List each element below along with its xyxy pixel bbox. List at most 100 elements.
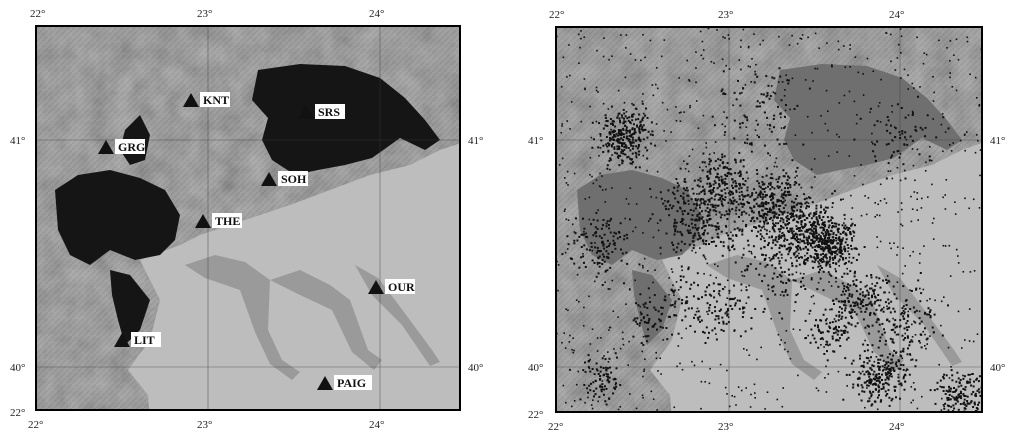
earthquake-dot: [969, 73, 971, 76]
earthquake-dot: [701, 296, 703, 299]
earthquake-dot: [767, 244, 769, 246]
earthquake-dot: [739, 183, 742, 186]
earthquake-dot: [725, 226, 728, 228]
earthquake-dot: [804, 79, 807, 81]
earthquake-dot: [900, 363, 903, 366]
earthquake-dot: [649, 133, 652, 136]
earthquake-dot: [598, 185, 601, 187]
earthquake-dot: [853, 247, 856, 250]
earthquake-dot: [590, 242, 593, 245]
earthquake-dot: [895, 365, 898, 367]
earthquake-dot: [629, 134, 632, 137]
left-left-tick: 22°: [10, 407, 25, 419]
earthquake-dot: [741, 203, 744, 206]
earthquake-dot: [717, 292, 720, 295]
earthquake-dot: [838, 237, 841, 240]
earthquake-dot: [684, 315, 687, 318]
earthquake-dot: [827, 230, 830, 232]
earthquake-dot: [660, 306, 663, 309]
earthquake-dot: [959, 390, 962, 393]
earthquake-dot: [762, 205, 765, 208]
earthquake-dot: [680, 240, 683, 243]
earthquake-dot: [794, 301, 797, 304]
earthquake-dot: [582, 253, 584, 255]
earthquake-dot: [731, 239, 734, 242]
earthquake-dot: [629, 157, 632, 160]
earthquake-dot: [955, 38, 958, 41]
earthquake-dot: [749, 406, 752, 408]
earthquake-dot: [803, 219, 806, 221]
earthquake-dot: [659, 219, 662, 222]
earthquake-dot: [832, 250, 835, 253]
earthquake-dot: [899, 137, 902, 139]
earthquake-dot: [694, 251, 697, 254]
earthquake-dot: [797, 241, 799, 243]
earthquake-dot: [828, 236, 831, 239]
earthquake-dot: [817, 389, 820, 392]
earthquake-dot: [775, 203, 778, 206]
earthquake-dot: [719, 159, 722, 161]
earthquake-dot: [847, 289, 850, 292]
earthquake-dot: [679, 279, 682, 282]
earthquake-dot: [783, 271, 786, 273]
earthquake-dot: [907, 310, 909, 313]
earthquake-dot: [609, 118, 612, 120]
earthquake-dot: [832, 350, 835, 353]
earthquake-dot: [756, 196, 759, 199]
earthquake-dot: [878, 340, 881, 342]
earthquake-dot: [763, 246, 766, 249]
earthquake-dot: [734, 159, 737, 161]
earthquake-dot: [919, 342, 921, 344]
earthquake-dot: [670, 268, 673, 270]
earthquake-dot: [618, 141, 621, 144]
earthquake-dot: [754, 129, 757, 131]
earthquake-dot: [874, 155, 877, 158]
earthquake-dot: [853, 235, 855, 237]
earthquake-dot: [957, 255, 959, 257]
earthquake-dot: [729, 168, 732, 171]
earthquake-dot: [787, 175, 789, 178]
earthquake-dot: [738, 228, 741, 231]
earthquake-dot: [583, 384, 586, 386]
earthquake-dot: [859, 354, 862, 357]
earthquake-dot: [907, 314, 910, 317]
earthquake-dot: [777, 200, 780, 203]
earthquake-dot: [876, 282, 879, 285]
earthquake-dot: [829, 327, 832, 329]
earthquake-dot: [561, 123, 564, 125]
right-map: 22° 23° 24° 22° 23° 24° 41° 40° 22° 41° …: [528, 9, 1005, 433]
earthquake-dot: [732, 298, 735, 300]
earthquake-dot: [901, 132, 904, 135]
earthquake-dot: [838, 310, 841, 313]
earthquake-dot: [735, 200, 738, 203]
earthquake-dot: [929, 298, 931, 300]
earthquake-dot: [840, 293, 843, 296]
earthquake-dot: [718, 193, 721, 196]
earthquake-dot: [712, 282, 715, 285]
earthquake-dot: [575, 299, 578, 301]
earthquake-dot: [857, 297, 860, 300]
earthquake-dot: [905, 326, 908, 329]
earthquake-dot: [793, 210, 796, 213]
earthquake-dot: [742, 28, 745, 31]
earthquake-dot: [773, 114, 776, 117]
earthquake-dot: [790, 242, 793, 245]
earthquake-dot: [616, 145, 619, 148]
earthquake-dot: [912, 306, 915, 309]
earthquake-dot: [730, 184, 733, 187]
earthquake-dot: [753, 256, 756, 259]
earthquake-dot: [780, 99, 783, 102]
earthquake-dot: [696, 272, 699, 275]
earthquake-dot: [664, 205, 667, 208]
earthquake-dot: [735, 189, 738, 192]
earthquake-dot: [722, 320, 725, 323]
earthquake-dot: [729, 237, 732, 240]
earthquake-dot: [756, 217, 759, 220]
earthquake-dot: [857, 384, 860, 387]
earthquake-dot: [726, 393, 728, 395]
earthquake-dot: [778, 312, 781, 314]
earthquake-dot: [609, 157, 612, 160]
earthquake-dot: [774, 92, 777, 95]
earthquake-dot: [707, 27, 710, 30]
earthquake-dot: [755, 226, 758, 229]
